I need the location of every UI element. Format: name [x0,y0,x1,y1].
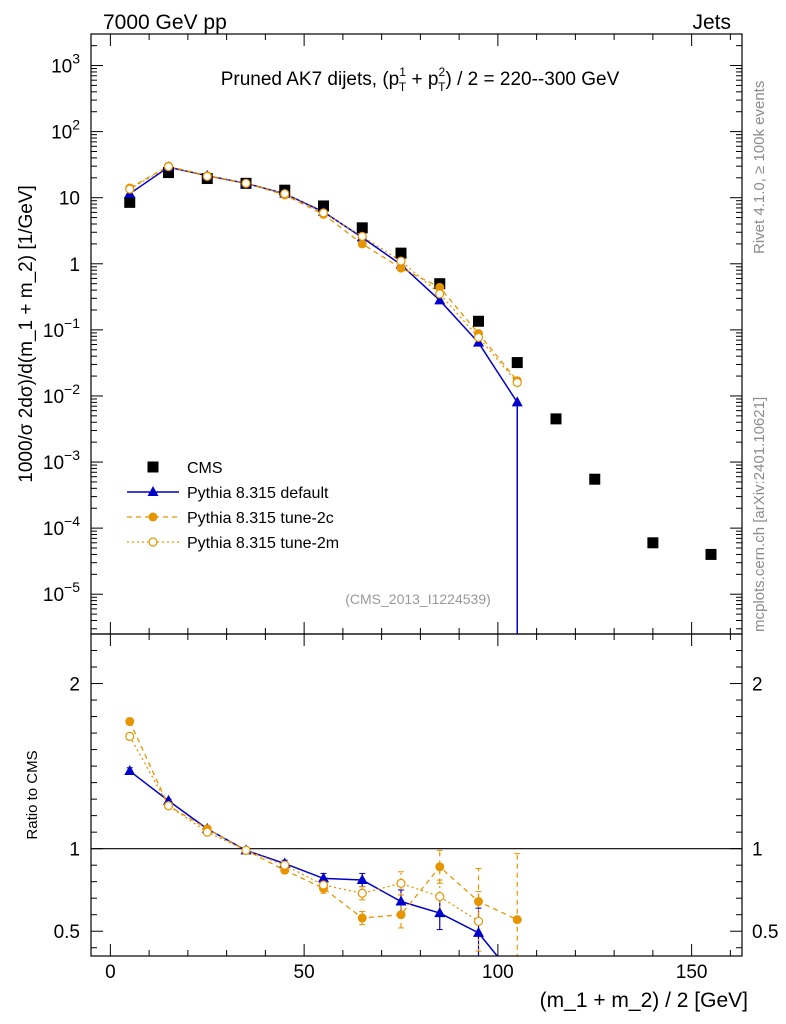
ratio-y-tick-label: 2 [69,675,80,696]
main-title: Pruned AK7 dijets, (p1 T + p2 T) / 2 = 220… [221,65,620,94]
main-point-open-circle [202,171,212,182]
main-point-square [163,167,174,179]
main-point-square [705,548,717,560]
ratio-point-open-circle [473,916,484,926]
main-point-open-circle [318,208,329,218]
main-y-tick-label: 10−1 [43,315,80,342]
main-point-filled-circle [435,282,445,292]
ratio-ylabel: Ratio to CMS [24,750,41,839]
main-point-square [589,473,601,485]
main-y-tick-label: 10−5 [43,579,80,606]
main-point-square [473,315,484,327]
ratio-point-open-circle [202,827,212,837]
main-series [124,161,717,634]
main-point-open-circle [435,289,445,299]
main-point-open-circle [512,377,522,388]
ratio-x-tick-label: 100 [482,962,514,983]
ratio-point-open-circle [318,880,329,890]
legend: CMS Pythia 8.315 default Pythia 8.315 tune… [127,460,339,552]
x-axis-label: (m_1 + m_2) / 2 [GeV] [540,989,748,1012]
main-y-tick-label: 102 [51,117,80,144]
ratio-point-open-circle [241,845,251,855]
ratio-point-filled-circle [512,915,522,925]
mcplots-label: mcplots.cern.ch [arXiv:2401.10621] [751,397,768,632]
ratio-line-filled-circle [129,721,518,921]
main-point-open-circle [163,162,174,172]
ratio-x-tick-label: 50 [294,962,315,983]
ratio-x-tick-label: 0 [105,962,116,983]
ratio-x-tick-label: 150 [676,962,708,983]
main-point-square [647,537,659,549]
main-point-open-circle [473,332,484,342]
main-point-square [511,357,523,369]
main-y-tick-label: 10−4 [43,513,80,540]
header-left: 7000 GeV pp [103,11,227,34]
ratio-point-open-circle [357,888,367,898]
main-point-filled-circle [357,239,367,249]
ratio-point-filled-circle [357,913,367,923]
ratio-frame [90,633,743,957]
legend-marker [147,486,159,496]
main-point-open-circle [280,189,290,199]
main-point-square [550,413,562,425]
main-point-open-circle [357,231,367,241]
legend-label: CMS [187,460,223,477]
main-ylabel: 1000/σ 2dσ)/d(m_1 + m_2) [1/GeV] [16,185,37,483]
ratio-point-triangle [124,765,136,776]
legend-label: Pythia 8.315 tune-2m [187,535,339,552]
ratio-point-open-circle [435,891,445,902]
ratio-series [124,717,522,956]
ratio-y-tick-label-right: 2 [752,675,763,696]
ratio-point-open-circle [163,801,174,811]
ratio-point-open-circle [125,731,135,741]
ratio-point-triangle [395,895,407,906]
analysis-tag: (CMS_2013_I1224539) [345,591,491,607]
legend-label: Pythia 8.315 default [187,485,329,502]
main-point-triangle [511,396,523,407]
ratio-axis-ticks: 0 50 100 150 0.5 0.5 1 1 2 2 [54,634,778,983]
legend-label: Pythia 8.315 tune-2c [187,510,334,527]
ratio-point-open-circle [396,878,406,888]
legend-marker [147,461,159,473]
ratio-y-tick-label-right: 1 [752,840,763,861]
main-line-filled-circle [129,165,518,382]
header-right: Jets [692,11,731,34]
main-line-triangle [129,166,518,634]
rivet-label: Rivet 4.1.0, ≥ 100k events [751,81,768,254]
ratio-point-filled-circle [396,910,406,920]
main-point-square [124,196,136,208]
main-point-square [395,247,407,259]
ratio-line-open-circle [129,736,479,922]
main-y-tick-label: 10−2 [43,381,80,408]
ratio-point-filled-circle [435,862,445,872]
main-panel: Pruned AK7 dijets, (p1 T + p2 T) / 2 = 220… [16,33,743,635]
ratio-point-triangle [318,872,329,883]
main-axis-ticks: 10−5 10−4 10−3 10−2 10−1 1 10 102 103 [43,33,742,634]
ratio-y-tick-label: 0.5 [54,922,80,943]
ratio-point-triangle [473,926,484,937]
main-point-open-circle [241,178,251,188]
ratio-y-tick-label: 1 [69,840,80,861]
main-point-square [356,222,368,234]
legend-marker [148,537,158,547]
ratio-point-filled-circle [474,897,483,907]
ratio-point-triangle [356,874,368,885]
main-y-tick-label: 10 [59,189,80,210]
main-point-triangle [434,294,446,305]
main-point-filled-circle [396,263,406,273]
main-line-open-circle [129,165,518,383]
ratio-point-filled-circle [125,717,135,727]
main-y-tick-label: 1 [69,255,80,276]
main-point-open-circle [396,256,406,266]
main-point-open-circle [125,184,135,194]
main-y-tick-label: 103 [51,51,80,78]
ratio-y-tick-label-right: 0.5 [752,922,778,943]
ratio-point-open-circle [280,860,290,870]
ratio-panel: Ratio to CMS 0 50 100 150 0.5 0.5 1 1 2 2 (m_1 + … [24,633,778,1012]
legend-marker [148,512,158,522]
ratio-point-triangle [434,907,446,918]
main-y-tick-label: 10−3 [43,447,80,474]
